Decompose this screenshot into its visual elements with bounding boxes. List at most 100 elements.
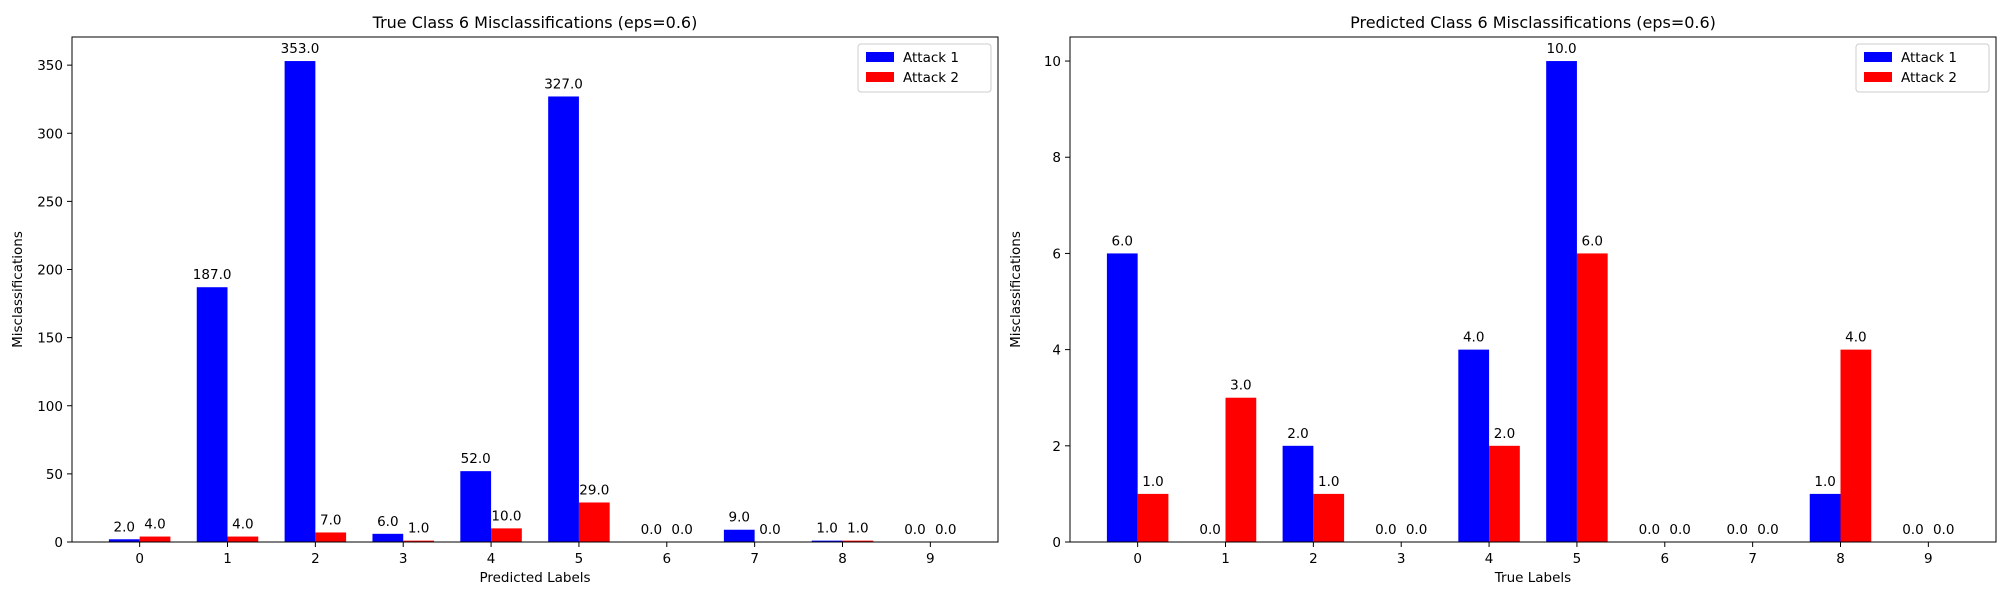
bar-attack-2-4 — [491, 528, 522, 542]
legend-swatch — [1864, 72, 1892, 82]
bar-attack-2-5 — [1576, 253, 1608, 542]
bar-value-label: 10.0 — [491, 508, 521, 524]
bar-value-label: 1.0 — [1814, 474, 1835, 490]
bar-value-label: 0.0 — [904, 522, 925, 538]
y-tick-label: 250 — [37, 194, 63, 210]
y-tick-label: 4 — [1052, 343, 1061, 359]
y-axis-label: Misclassifications — [10, 231, 26, 348]
bar-value-label: 1.0 — [847, 521, 868, 537]
bar-attack-2-1 — [227, 536, 259, 542]
legend-entry: Attack 2 — [1901, 70, 1957, 86]
bar-value-label: 29.0 — [579, 482, 609, 498]
bar-attack-1-8 — [1809, 493, 1841, 542]
x-tick-label: 4 — [1485, 551, 1494, 567]
bar-value-label: 10.0 — [1547, 41, 1577, 57]
bar-attack-1-2 — [284, 61, 316, 543]
y-tick-label: 8 — [1052, 150, 1061, 166]
x-tick-label: 2 — [311, 551, 320, 567]
bar-value-label: 2.0 — [1494, 426, 1515, 442]
legend-entry: Attack 2 — [903, 70, 959, 86]
legend-entry: Attack 1 — [903, 50, 959, 66]
bar-attack-1-1 — [196, 287, 228, 542]
x-tick-label: 8 — [1836, 551, 1845, 567]
bar-value-label: 4.0 — [232, 517, 253, 533]
bar-value-label: 9.0 — [729, 510, 750, 526]
bar-value-label: 0.0 — [641, 522, 662, 538]
bar-value-label: 2.0 — [1287, 426, 1308, 442]
bar-value-label: 1.0 — [816, 521, 837, 537]
bar-attack-1-8 — [811, 540, 843, 542]
bar-value-label: 7.0 — [320, 512, 341, 528]
bar-value-label: 0.0 — [1727, 522, 1748, 538]
x-tick-label: 6 — [662, 551, 671, 567]
bar-value-label: 0.0 — [1757, 522, 1778, 538]
bar-value-label: 1.0 — [1142, 474, 1163, 490]
bar-value-label: 3.0 — [1230, 378, 1251, 394]
bar-value-label: 52.0 — [461, 451, 491, 467]
bar-value-label: 0.0 — [1902, 522, 1923, 538]
x-tick-label: 9 — [1924, 551, 1933, 567]
bar-value-label: 2.0 — [114, 519, 135, 535]
bar-value-label: 6.0 — [1112, 233, 1133, 249]
y-tick-label: 100 — [37, 399, 63, 415]
x-tick-label: 7 — [1748, 551, 1757, 567]
x-tick-label: 9 — [926, 551, 935, 567]
bar-attack-1-7 — [723, 529, 755, 542]
legend-swatch — [1864, 52, 1892, 62]
x-tick-label: 1 — [1221, 551, 1230, 567]
bar-value-label: 327.0 — [544, 76, 583, 92]
chart-title: Predicted Class 6 Misclassifications (ep… — [1350, 13, 1716, 32]
x-tick-label: 1 — [223, 551, 232, 567]
bar-value-label: 6.0 — [377, 514, 398, 530]
x-tick-label: 0 — [1133, 551, 1142, 567]
bar-attack-1-5 — [548, 96, 579, 543]
x-tick-label: 0 — [135, 551, 144, 567]
bar-value-label: 0.0 — [1933, 522, 1954, 538]
legend-entry: Attack 1 — [1901, 50, 1957, 66]
bar-attack-2-5 — [578, 502, 610, 542]
x-tick-label: 6 — [1660, 551, 1669, 567]
axes-frame — [1069, 36, 1997, 543]
y-tick-label: 50 — [46, 467, 63, 483]
bar-value-label: 6.0 — [1582, 233, 1603, 249]
bar-attack-2-3 — [403, 540, 434, 542]
x-axis-label: True Labels — [1494, 570, 1571, 586]
bar-value-label: 4.0 — [1463, 330, 1484, 346]
x-tick-label: 5 — [1573, 551, 1582, 567]
legend-swatch — [866, 52, 894, 62]
bar-attack-1-0 — [1106, 253, 1138, 542]
chart-title: True Class 6 Misclassifications (eps=0.6… — [372, 13, 698, 32]
bar-attack-1-3 — [372, 533, 404, 542]
legend: Attack 1 Attack 2 — [1855, 43, 1990, 93]
y-tick-label: 6 — [1052, 246, 1061, 262]
y-tick-label: 350 — [37, 58, 63, 74]
bar-attack-2-8 — [1840, 349, 1872, 542]
legend: Attack 1 Attack 2 — [857, 43, 992, 93]
x-tick-label: 3 — [1397, 551, 1406, 567]
axes-frame — [71, 36, 999, 543]
bar-attack-1-0 — [108, 539, 140, 542]
y-axis-label: Misclassifications — [1008, 231, 1024, 348]
bar-value-label: 0.0 — [1669, 522, 1690, 538]
x-axis-label: Predicted Labels — [479, 570, 590, 586]
bar-attack-2-0 — [139, 536, 171, 542]
y-tick-label: 2 — [1052, 439, 1061, 455]
bar-attack-1-4 — [460, 471, 492, 542]
bar-value-label: 353.0 — [281, 41, 320, 57]
bar-attack-2-4 — [1489, 445, 1520, 542]
bar-attack-1-4 — [1458, 349, 1490, 542]
y-tick-label: 200 — [37, 263, 63, 279]
bar-attack-2-8 — [842, 540, 874, 542]
y-tick-label: 0 — [54, 535, 63, 551]
x-tick-label: 8 — [838, 551, 847, 567]
y-tick-label: 150 — [37, 331, 63, 347]
x-tick-label: 2 — [1309, 551, 1318, 567]
x-tick-label: 3 — [399, 551, 408, 567]
bar-value-label: 0.0 — [935, 522, 956, 538]
bar-value-label: 0.0 — [1406, 522, 1427, 538]
x-tick-label: 5 — [575, 551, 584, 567]
x-tick-label: 4 — [487, 551, 496, 567]
bar-value-label: 187.0 — [193, 267, 232, 283]
